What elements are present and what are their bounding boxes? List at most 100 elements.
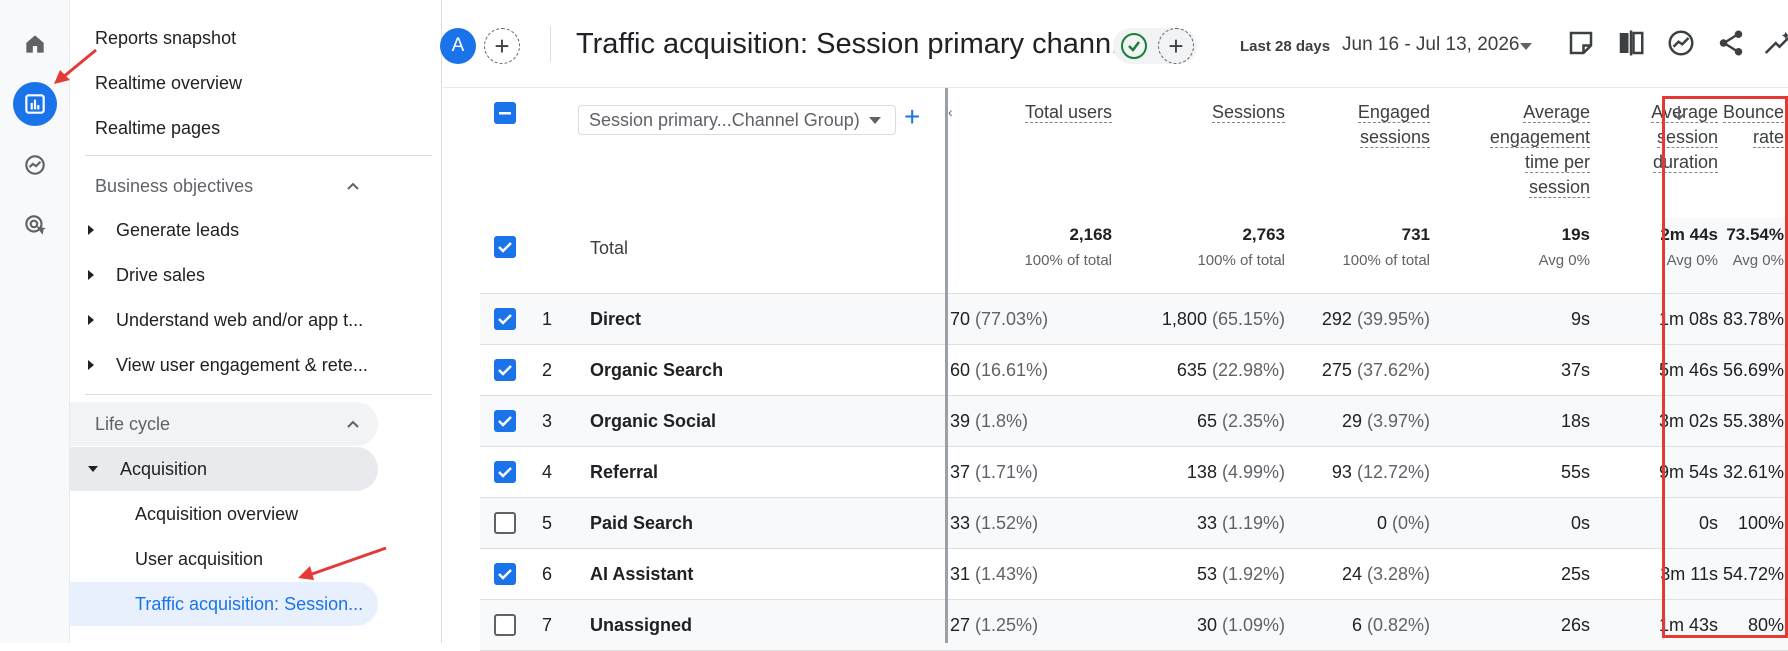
nav-understand-web[interactable]: Understand web and/or app t...	[70, 298, 363, 342]
avg-duration-cell: 1m 43s	[1658, 615, 1718, 635]
nav-user-acquisition[interactable]: User acquisition	[135, 548, 264, 569]
date-range[interactable]: Jun 16 - Jul 13, 2026	[1342, 34, 1520, 55]
engaged-cell: 24 (3.28%)	[1290, 549, 1430, 600]
avg-engagement-cell: 37s	[1560, 360, 1590, 380]
col-total-users[interactable]: Total users	[950, 100, 1112, 125]
nav-label: Drive sales	[116, 264, 206, 285]
header-divider	[550, 26, 551, 62]
nav-reports-snapshot[interactable]: Reports snapshot	[95, 27, 237, 48]
channel-name[interactable]: Unassigned	[590, 615, 693, 635]
cell-value: 31	[950, 564, 971, 584]
cell-pct: (1.71%)	[975, 462, 1039, 482]
cell-value: 30	[1196, 615, 1217, 635]
channel-name[interactable]: Organic Search	[590, 360, 724, 380]
row-checkbox[interactable]	[494, 614, 516, 636]
cell-pct: (12.72%)	[1356, 462, 1430, 482]
channel-name[interactable]: AI Assistant	[590, 564, 694, 584]
table-row[interactable]: 4 Referral 37 (1.71%) 138 (4.99%) 93 (12.72%) 55…	[480, 447, 1788, 498]
table-row[interactable]: 3 Organic Social 39 (1.8%) 65 (2.35%) 29 (3.97%…	[480, 396, 1788, 447]
note-icon[interactable]	[1566, 28, 1596, 58]
customize-icon[interactable]	[1762, 28, 1788, 58]
total-users-cell: 60 (16.61%)	[950, 345, 1112, 396]
nav-acquisition[interactable]: Acquisition	[70, 447, 378, 491]
col-label: session	[1656, 127, 1718, 148]
add-dimension-button[interactable]: +	[904, 101, 921, 132]
table-row[interactable]: 5 Paid Search 33 (1.52%) 33 (1.19%) 0 (0%) 0s 0s 1…	[480, 498, 1788, 549]
total-row: Total	[480, 202, 1788, 294]
row-checkbox[interactable]	[494, 410, 516, 432]
bounce-rate-cell: 83.78%	[1722, 309, 1784, 329]
total-users-cell: 27 (1.25%)	[950, 600, 1112, 651]
cell-value: 6	[1351, 615, 1362, 635]
dimension-select-label: Session primary...Channel Group)	[589, 109, 860, 130]
nav-realtime-overview[interactable]: Realtime overview	[95, 72, 243, 93]
row-checkbox[interactable]	[494, 359, 516, 381]
cell-pct: (1.92%)	[1221, 564, 1285, 584]
advertising-icon[interactable]	[13, 203, 57, 247]
cell-pct: (1.19%)	[1221, 513, 1285, 533]
table-row[interactable]: 1 Direct 70 (77.03%) 1,800 (65.15%) 292 (39.95%…	[480, 294, 1788, 345]
channel-name[interactable]: Referral	[590, 462, 659, 482]
chevron-up-icon	[347, 182, 359, 190]
nav-user-engagement[interactable]: View user engagement & rete...	[70, 343, 368, 387]
page-title: Traffic acquisition: Session primary cha…	[576, 28, 1136, 60]
avg-duration-cell: 3m 02s	[1658, 411, 1718, 431]
row-checkbox[interactable]	[494, 461, 516, 483]
engaged-total: 731 100% of total	[1290, 202, 1430, 294]
col-sessions[interactable]: Sessions	[1120, 100, 1285, 125]
cell-value: 33	[1196, 513, 1217, 533]
share-icon[interactable]	[1716, 28, 1746, 58]
row-checkbox[interactable]	[494, 563, 516, 585]
dimension-select[interactable]: Session primary...Channel Group)	[578, 105, 896, 135]
col-bounce-rate[interactable]: Bounce rate	[1670, 100, 1784, 150]
col-avg-engagement[interactable]: Average engagement time per session	[1435, 100, 1590, 200]
compare-icon[interactable]	[1616, 28, 1646, 58]
nav-drive-sales[interactable]: Drive sales	[70, 253, 205, 297]
avg-engagement-cell: 18s	[1560, 411, 1590, 431]
table-row[interactable]: 6 AI Assistant 31 (1.43%) 53 (1.92%) 24 (3.28%)…	[480, 549, 1788, 600]
sessions-cell: 635 (22.98%)	[1120, 345, 1285, 396]
cell-pct: (0.82%)	[1366, 615, 1430, 635]
channel-name[interactable]: Organic Social	[590, 411, 717, 431]
add-filter-button[interactable]: +	[1158, 28, 1194, 64]
reports-icon[interactable]	[13, 82, 57, 126]
business-objectives-header[interactable]: Business objectives	[70, 164, 378, 208]
total-value: 19s	[1561, 225, 1590, 244]
cell-value: 33	[950, 513, 971, 533]
bounce-rate-cell: 32.61%	[1722, 462, 1784, 482]
explore-icon[interactable]	[13, 143, 57, 187]
channel-name[interactable]: Paid Search	[590, 513, 694, 533]
col-label: rate	[1752, 127, 1784, 148]
life-cycle-header[interactable]: Life cycle	[70, 402, 378, 446]
frozen-column-divider	[945, 88, 948, 643]
row-checkbox[interactable]	[494, 512, 516, 534]
total-sub: Avg 0%	[1666, 252, 1718, 269]
channel-name[interactable]: Direct	[590, 309, 642, 329]
chevron-down-icon[interactable]	[1520, 43, 1532, 50]
row-checkbox[interactable]	[494, 308, 516, 330]
avg-duration-cell: 9m 54s	[1658, 462, 1718, 482]
cell-pct: (3.28%)	[1366, 564, 1430, 584]
add-comparison-button[interactable]: +	[484, 28, 520, 64]
nav-traffic-acquisition[interactable]: Traffic acquisition: Session...	[70, 582, 378, 626]
engaged-cell: 292 (39.95%)	[1290, 294, 1430, 345]
table-row[interactable]: 2 Organic Search 60 (16.61%) 635 (22.98%) 275(…	[480, 345, 1788, 396]
check-icon[interactable]	[1121, 33, 1147, 59]
col-avg-duration[interactable]: Average session duration	[1595, 100, 1718, 175]
home-icon[interactable]	[13, 22, 57, 66]
cell-value: 138	[1186, 462, 1217, 482]
col-engaged-sessions[interactable]: Engaged sessions	[1290, 100, 1430, 150]
nav-realtime-pages[interactable]: Realtime pages	[95, 117, 221, 138]
expand-icon	[88, 315, 94, 325]
bounce-rate-cell: 56.69%	[1722, 360, 1784, 380]
total-checkbox[interactable]	[494, 236, 516, 258]
expand-icon	[88, 360, 94, 370]
insights-icon[interactable]	[1666, 28, 1696, 58]
sessions-cell: 1,800 (65.15%)	[1120, 294, 1285, 345]
cell-value: 1,800	[1161, 309, 1207, 329]
nav-acquisition-overview[interactable]: Acquisition overview	[135, 503, 299, 524]
comparison-avatar[interactable]: A	[440, 28, 476, 64]
table-row[interactable]: 7 Unassigned 27 (1.25%) 30 (1.09%) 6 (0.82%) 26s…	[480, 600, 1788, 651]
nav-generate-leads[interactable]: Generate leads	[70, 208, 239, 252]
select-all-checkbox[interactable]	[494, 102, 516, 124]
